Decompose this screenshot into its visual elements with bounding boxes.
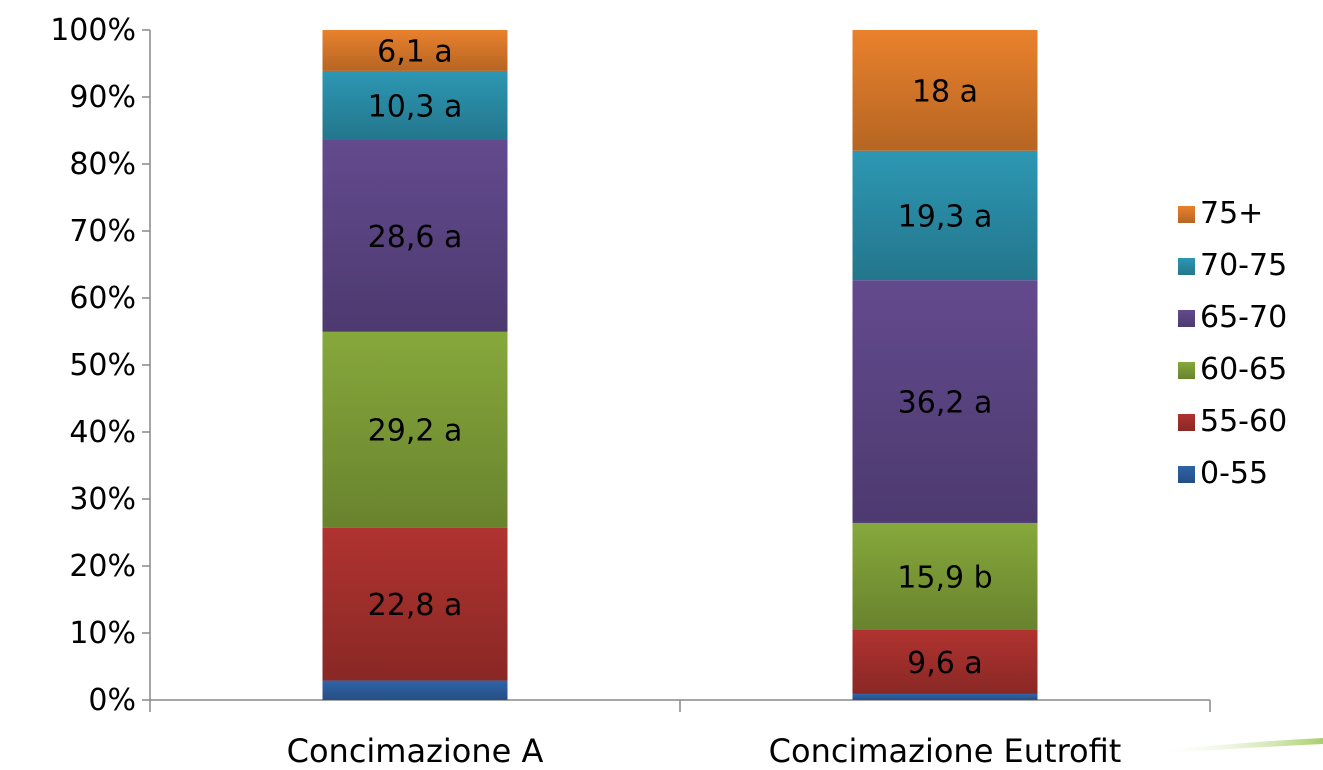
legend-swatch — [1178, 258, 1195, 275]
data-label: 10,3 a — [368, 89, 463, 124]
data-label: 6,1 a — [377, 34, 453, 69]
legend-item-60-65: 60-65 — [1178, 352, 1287, 387]
data-label: 28,6 a — [368, 220, 463, 255]
bar-segment-60-65 — [852, 522, 1038, 630]
legend-label: 75+ — [1200, 196, 1263, 231]
legend-swatch — [1178, 362, 1195, 379]
bar-segment-75+ — [322, 30, 508, 71]
bar-segment-65-70 — [322, 139, 508, 332]
legend-item-0-55: 0-55 — [1178, 456, 1268, 491]
data-label: 22,8 a — [368, 588, 463, 623]
bar-segment-65-70 — [852, 280, 1038, 523]
decorative-swoosh — [1150, 738, 1323, 754]
legend-item-70-75: 70-75 — [1178, 248, 1287, 283]
legend-label: 60-65 — [1200, 352, 1287, 387]
y-tick-label: 100% — [50, 13, 136, 48]
y-tick-label: 10% — [69, 616, 136, 651]
decoration — [1150, 738, 1323, 754]
legend-item-55-60: 55-60 — [1178, 404, 1287, 439]
bar-segment-0-55 — [322, 680, 508, 700]
legend-item-75+: 75+ — [1178, 196, 1263, 231]
data-label: 9,6 a — [907, 646, 983, 681]
legend-label: 70-75 — [1200, 248, 1287, 283]
legend-label: 65-70 — [1200, 300, 1287, 335]
legend-item-65-70: 65-70 — [1178, 300, 1287, 335]
legend-label: 0-55 — [1200, 456, 1268, 491]
bar-segment-70-75 — [852, 150, 1038, 281]
y-tick-label: 50% — [69, 348, 136, 383]
data-labels: 22,8 a 29,2 a 28,6 a 10,3 a 6,1 a 9,6 a 15,9 b… — [368, 34, 993, 680]
y-tick-label: 70% — [69, 214, 136, 249]
axes: 0% 10% 20% 30% 40% 50% 60% 70% 80% 90% 100% Concima… — [50, 13, 1211, 770]
data-label: 29,2 a — [368, 414, 463, 449]
data-label: 18 a — [912, 74, 978, 109]
y-tick-label: 40% — [69, 415, 136, 450]
y-tick-label: 0% — [88, 683, 136, 718]
bars — [322, 30, 1038, 700]
legend-label: 55-60 — [1200, 404, 1287, 439]
x-category-label: Concimazione Eutrofit — [769, 732, 1122, 770]
bar-segment-70-75 — [322, 70, 508, 140]
bar-segment-55-60 — [322, 527, 508, 681]
x-category-label: Concimazione A — [287, 732, 544, 770]
legend: 75+ 70-75 65-70 60-65 55-60 0-55 — [1178, 196, 1287, 491]
y-tick-label: 20% — [69, 549, 136, 584]
bar-segment-55-60 — [852, 629, 1038, 694]
y-tick-label: 90% — [69, 80, 136, 115]
data-label: 15,9 b — [897, 560, 992, 595]
bar-segment-75+ — [852, 30, 1038, 151]
legend-swatch — [1178, 310, 1195, 327]
data-label: 36,2 a — [898, 386, 993, 421]
legend-swatch — [1178, 466, 1195, 483]
bar-segment-0-55 — [852, 693, 1038, 700]
y-tick-label: 60% — [69, 281, 136, 316]
data-label: 19,3 a — [898, 199, 993, 234]
legend-swatch — [1178, 206, 1195, 223]
y-tick-label: 80% — [69, 147, 136, 182]
bar-segment-60-65 — [322, 331, 508, 528]
y-tick-label: 30% — [69, 482, 136, 517]
legend-swatch — [1178, 414, 1195, 431]
